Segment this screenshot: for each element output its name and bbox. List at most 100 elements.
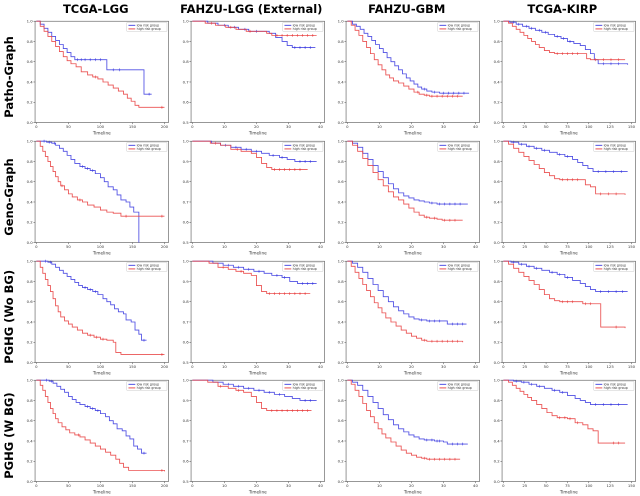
legend-label-high: high risk group xyxy=(603,27,627,31)
low-risk-curve xyxy=(191,260,317,284)
high-risk-curve xyxy=(502,380,625,444)
axes-box xyxy=(34,140,169,243)
x-tick-label: 50 xyxy=(543,124,548,129)
y-tick-label: 1.0 xyxy=(338,138,345,143)
legend-box xyxy=(126,262,168,271)
legend-label-low: low risk group xyxy=(292,143,315,147)
legend-label-low: low risk group xyxy=(292,263,315,267)
legend-label-high: high risk group xyxy=(137,27,161,31)
km-plot-svg: 1.0 0.8 0.6 0.4 0.2 0.00 50 100 150 200 Timeline lo… xyxy=(27,258,169,375)
y-tick-label: 1.0 xyxy=(182,138,189,143)
x-axis-label: Timeline xyxy=(558,490,577,495)
x-tick-label: 40 xyxy=(318,124,323,129)
km-panel-pghgw-fahzu-lgg: 1.0 0.9 0.8 0.7 0.6 0.5 0 10 20 30 40 Timeline low r… xyxy=(174,376,330,496)
low-risk-curve xyxy=(347,20,470,94)
x-tick-label: 0 xyxy=(35,124,38,129)
legend-label-low: low risk group xyxy=(603,143,626,147)
y-tick-label: 0.2 xyxy=(27,459,34,464)
y-tick-label: 1.0 xyxy=(493,378,500,383)
y-tick-label: 1.0 xyxy=(493,19,500,24)
x-axis-label: Timeline xyxy=(403,490,422,495)
legend-label-low: low risk group xyxy=(137,383,160,387)
legend-label-low: low risk group xyxy=(137,143,160,147)
y-tick-label: 0.2 xyxy=(493,100,500,105)
y-tick-label: 1.0 xyxy=(182,378,189,383)
y-tick-label: 0.6 xyxy=(338,299,345,304)
legend-label-high: high risk group xyxy=(292,386,316,390)
x-tick-label: 0 xyxy=(191,124,194,129)
y-tick-label: 0.4 xyxy=(27,439,34,444)
row-label-pghg-w-bg: PGHG (W BG) xyxy=(2,392,16,480)
y-tick-label: 1.0 xyxy=(493,138,500,143)
x-tick-label: 10 xyxy=(377,244,382,249)
y-tick-label: 0.0 xyxy=(27,359,34,364)
km-panel-pghgw-fahzu-gbm: 1.0 0.8 0.6 0.4 0.2 0.0 0 10 20 30 40 Timeline low r… xyxy=(329,376,485,496)
legend-label-low: low risk group xyxy=(603,383,626,387)
x-tick-label: 0 xyxy=(191,483,194,488)
legend-box xyxy=(282,22,323,32)
legend-label-high: high risk group xyxy=(292,267,316,271)
x-tick-label: 10 xyxy=(221,244,226,249)
y-tick-label: 0.6 xyxy=(182,459,189,464)
y-tick-label: 0.8 xyxy=(182,59,189,64)
y-tick-label: 1.0 xyxy=(27,378,34,383)
x-axis-label: Timeline xyxy=(92,250,111,255)
x-tick-label: 0 xyxy=(35,363,38,368)
x-tick-label: 0 xyxy=(502,124,505,129)
km-plot-svg: 1.0 0.8 0.6 0.4 0.2 0.00 50 100 150 200 Timeline lo… xyxy=(27,19,169,135)
legend-box xyxy=(593,262,634,271)
x-tick-label: 100 xyxy=(585,124,593,129)
x-tick-label: 10 xyxy=(221,363,226,368)
km-panel-pghgwo-fahzu-lgg: 1.0 0.9 0.8 0.7 0.6 0.5 0 10 20 30 40 Timeline low r… xyxy=(174,257,330,377)
y-tick-label: 0.6 xyxy=(182,339,189,344)
legend-box xyxy=(437,142,479,152)
km-plot-svg: 1.0 0.9 0.8 0.7 0.6 0.50 10 20 30 40 Timeline low r… xyxy=(182,19,325,135)
x-tick-label: 200 xyxy=(161,483,169,488)
column-title-tcga-kirp: TCGA-KIRP xyxy=(527,1,598,16)
km-panel-patho-tcga-kirp: 1.0 0.8 0.6 0.4 0.2 0.0 0 25 50 75 100 125 150 Timeli… xyxy=(485,17,640,137)
x-tick-label: 200 xyxy=(161,244,169,249)
x-axis-label: Timeline xyxy=(247,370,266,375)
y-tick-label: 0.8 xyxy=(493,159,500,164)
legend-box xyxy=(282,262,323,271)
x-tick-label: 0 xyxy=(35,483,38,488)
y-tick-label: 0.2 xyxy=(338,100,345,105)
x-tick-label: 20 xyxy=(254,363,259,368)
x-tick-label: 75 xyxy=(565,124,570,129)
x-axis-label: Timeline xyxy=(403,130,422,135)
y-tick-label: 0.0 xyxy=(27,240,34,245)
low-risk-curve xyxy=(502,380,628,406)
y-tick-label: 0.7 xyxy=(182,79,189,84)
x-tick-label: 125 xyxy=(606,124,614,129)
y-tick-label: 1.0 xyxy=(182,258,189,263)
x-tick-label: 25 xyxy=(522,244,527,249)
km-plot-svg: 1.0 0.9 0.8 0.7 0.6 0.50 10 20 30 40 Timeline low r… xyxy=(182,378,325,495)
x-tick-label: 0 xyxy=(502,363,505,368)
km-panel-patho-fahzu-lgg: 1.0 0.9 0.8 0.7 0.6 0.5 0 10 20 30 40 Timeline low r… xyxy=(174,17,330,137)
x-tick-label: 40 xyxy=(473,363,478,368)
y-tick-label: 1.0 xyxy=(27,138,34,143)
y-tick-label: 0.6 xyxy=(182,219,189,224)
low-risk-curve xyxy=(36,20,152,95)
axes-box xyxy=(34,380,169,483)
x-tick-label: 40 xyxy=(318,244,323,249)
y-tick-label: 1.0 xyxy=(338,19,345,24)
low-risk-curve xyxy=(36,380,147,454)
y-tick-label: 0.0 xyxy=(338,120,345,125)
x-axis-label: Timeline xyxy=(247,130,266,135)
axes-box xyxy=(501,20,636,123)
x-axis-label: Timeline xyxy=(403,370,422,375)
y-tick-label: 0.6 xyxy=(338,179,345,184)
legend-box xyxy=(437,22,479,32)
y-tick-label: 0.0 xyxy=(493,359,500,364)
x-tick-label: 50 xyxy=(66,244,71,249)
high-risk-curve xyxy=(502,20,625,61)
legend-label-low: low risk group xyxy=(448,383,471,387)
x-tick-label: 0 xyxy=(346,483,349,488)
legend-box xyxy=(437,381,479,391)
x-tick-label: 100 xyxy=(585,483,593,488)
y-tick-label: 0.8 xyxy=(27,159,34,164)
x-tick-label: 30 xyxy=(286,124,291,129)
x-axis-label: Timeline xyxy=(558,370,577,375)
